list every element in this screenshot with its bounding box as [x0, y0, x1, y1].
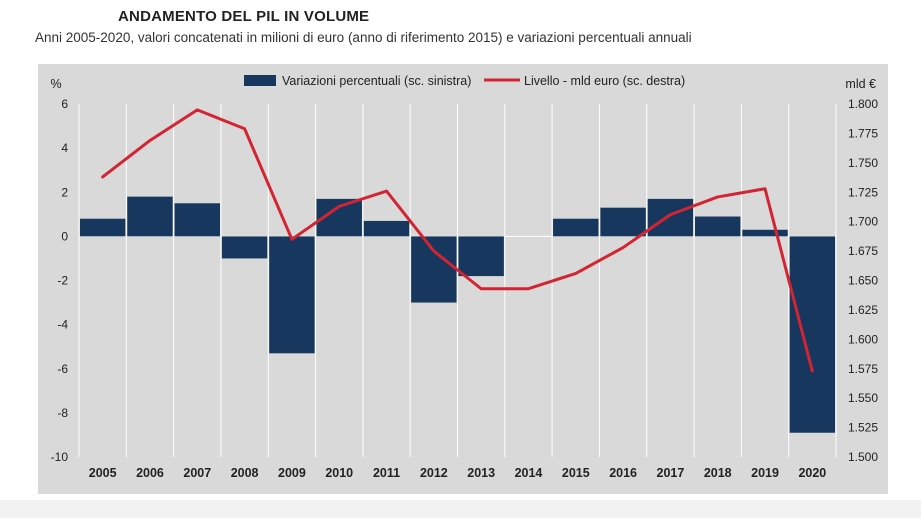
legend-label-bar: Variazioni percentuali (sc. sinistra) [282, 74, 471, 88]
bar [221, 236, 268, 259]
x-tick-label: 2009 [278, 466, 306, 480]
chart-panel [38, 64, 888, 494]
bar [174, 203, 220, 237]
y-right-unit-label: mld € [845, 77, 876, 91]
y-left-tick-label: -10 [51, 450, 69, 464]
x-tick-label: 2010 [325, 466, 353, 480]
bar [458, 236, 504, 277]
bar [127, 196, 173, 237]
y-left-tick-label: 2 [61, 185, 68, 199]
x-tick-label: 2011 [373, 466, 400, 480]
bar [79, 218, 126, 237]
bar [695, 216, 741, 237]
y-right-tick-label: 1.775 [848, 126, 878, 140]
y-left-tick-label: -4 [57, 318, 68, 332]
y-right-tick-label: 1.725 [848, 185, 878, 199]
x-tick-label: 2006 [136, 466, 164, 480]
x-tick-label: 2015 [562, 466, 590, 480]
x-tick-label: 2013 [467, 466, 495, 480]
y-right-tick-label: 1.750 [848, 156, 878, 170]
bar [742, 229, 788, 237]
y-left-tick-label: -6 [57, 362, 68, 376]
y-left-tick-label: 0 [61, 229, 68, 243]
x-tick-label: 2007 [183, 466, 211, 480]
bar [411, 236, 457, 303]
bar [600, 207, 646, 237]
y-right-tick-label: 1.625 [848, 303, 878, 317]
x-tick-label: 2012 [420, 466, 448, 480]
y-right-tick-label: 1.675 [848, 244, 878, 258]
x-tick-label: 2020 [798, 466, 826, 480]
y-right-tick-label: 1.800 [848, 97, 878, 111]
bar [789, 236, 836, 433]
bar [363, 220, 410, 237]
chart-title: ANDAMENTO DEL PIL IN VOLUME [118, 8, 370, 25]
x-tick-label: 2016 [609, 466, 637, 480]
y-right-tick-label: 1.550 [848, 391, 878, 405]
y-left-tick-label: -8 [57, 406, 68, 420]
y-right-tick-label: 1.700 [848, 215, 878, 229]
x-tick-label: 2019 [751, 466, 779, 480]
y-left-unit-label: % [50, 77, 61, 91]
bar [647, 198, 694, 237]
x-tick-label: 2005 [89, 466, 117, 480]
legend-label-line: Livello - mld euro (sc. destra) [524, 74, 685, 88]
bar [269, 236, 315, 354]
y-right-tick-label: 1.575 [848, 362, 878, 376]
legend-swatch-bar [244, 75, 276, 86]
y-left-tick-label: -2 [57, 274, 68, 288]
y-right-tick-label: 1.600 [848, 332, 878, 346]
chart-subtitle: Anni 2005-2020, valori concatenati in mi… [35, 30, 692, 45]
bottom-band [0, 500, 921, 518]
x-tick-label: 2018 [704, 466, 732, 480]
series-line [101, 108, 814, 373]
x-tick-label: 2008 [231, 466, 259, 480]
y-right-tick-label: 1.500 [848, 450, 878, 464]
x-tick-label: 2017 [657, 466, 685, 480]
y-right-tick-label: 1.525 [848, 421, 878, 435]
bar [553, 218, 599, 237]
y-left-tick-label: 4 [61, 141, 68, 155]
y-right-tick-label: 1.650 [848, 274, 878, 288]
x-tick-label: 2014 [515, 466, 543, 480]
y-left-tick-label: 6 [61, 97, 68, 111]
